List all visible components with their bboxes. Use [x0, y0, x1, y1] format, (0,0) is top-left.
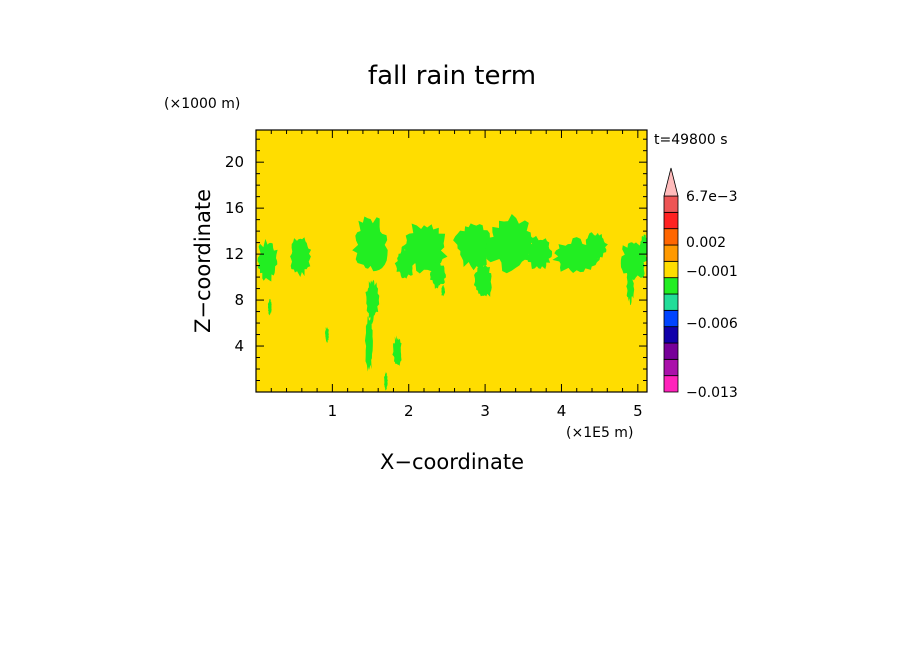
feature-blob	[267, 298, 272, 316]
colorbar-segment	[663, 375, 679, 393]
feature-blob	[394, 245, 415, 279]
feature-blob	[257, 238, 278, 282]
time-label: t=49800 s	[654, 132, 728, 148]
y-tick-label: 20	[225, 153, 244, 171]
colorbar-segment	[663, 260, 679, 279]
colorbar-segment	[663, 195, 679, 213]
feature-blob	[441, 285, 445, 297]
colorbar-segment	[663, 358, 679, 377]
colorbar-label: 6.7e−3	[686, 189, 738, 205]
x-axis-label: X−coordinate	[380, 450, 524, 474]
feature-blob	[525, 235, 553, 270]
chart-title: fall rain term	[368, 61, 536, 91]
colorbar-segment	[663, 293, 679, 311]
feature-blob	[384, 371, 388, 391]
colorbar-segment	[663, 244, 679, 262]
x-tick-label: 5	[633, 402, 643, 420]
feature-blob	[453, 223, 492, 271]
y-axis-label: Z−coordinate	[191, 189, 215, 333]
colorbar-segment	[663, 228, 679, 246]
plot-frame	[255, 129, 648, 393]
feature-blob	[585, 232, 608, 262]
x-axis-unit: (×1E5 m)	[566, 425, 633, 441]
colorbar-segment	[663, 342, 679, 360]
feature-blob	[290, 237, 312, 277]
feature-blob	[392, 335, 402, 366]
feature-blob	[325, 326, 329, 343]
feature-blob	[473, 263, 492, 297]
y-tick-label: 12	[225, 245, 244, 263]
x-tick-label: 4	[557, 402, 567, 420]
colorbar-label: 0.002	[686, 235, 726, 251]
x-tick-label: 1	[328, 402, 338, 420]
feature-blob	[483, 214, 536, 274]
x-axis: 1 2 3 4 5	[270, 130, 643, 420]
y-tick-label: 4	[234, 337, 244, 355]
colorbar-segment	[663, 309, 679, 328]
feature-blob	[430, 261, 446, 289]
colorbar-segment	[663, 326, 679, 344]
colorbar-overflow-triangle	[663, 167, 679, 197]
colorbar-segment	[663, 277, 679, 295]
feature-layer	[257, 214, 647, 391]
colorbar-label: −0.013	[686, 385, 738, 401]
feature-blob	[352, 216, 388, 272]
feature-blob	[365, 316, 373, 372]
colorbar-segment	[663, 211, 679, 230]
feature-blob	[626, 269, 635, 306]
x-tick-label: 3	[480, 402, 490, 420]
colorbar-label: −0.006	[686, 316, 738, 332]
feature-blob	[639, 234, 647, 259]
y-tick-label: 16	[225, 199, 244, 217]
colorbar: −0.013 −0.006 −0.001 0.002 6.7e−3	[663, 167, 738, 401]
y-tick-label: 8	[234, 291, 244, 309]
y-axis-unit: (×1000 m)	[164, 96, 240, 112]
x-tick-label: 2	[404, 402, 414, 420]
y-axis: 4 8 12 16 20	[225, 138, 647, 382]
feature-blob	[365, 279, 380, 324]
colorbar-label: −0.001	[686, 264, 738, 280]
